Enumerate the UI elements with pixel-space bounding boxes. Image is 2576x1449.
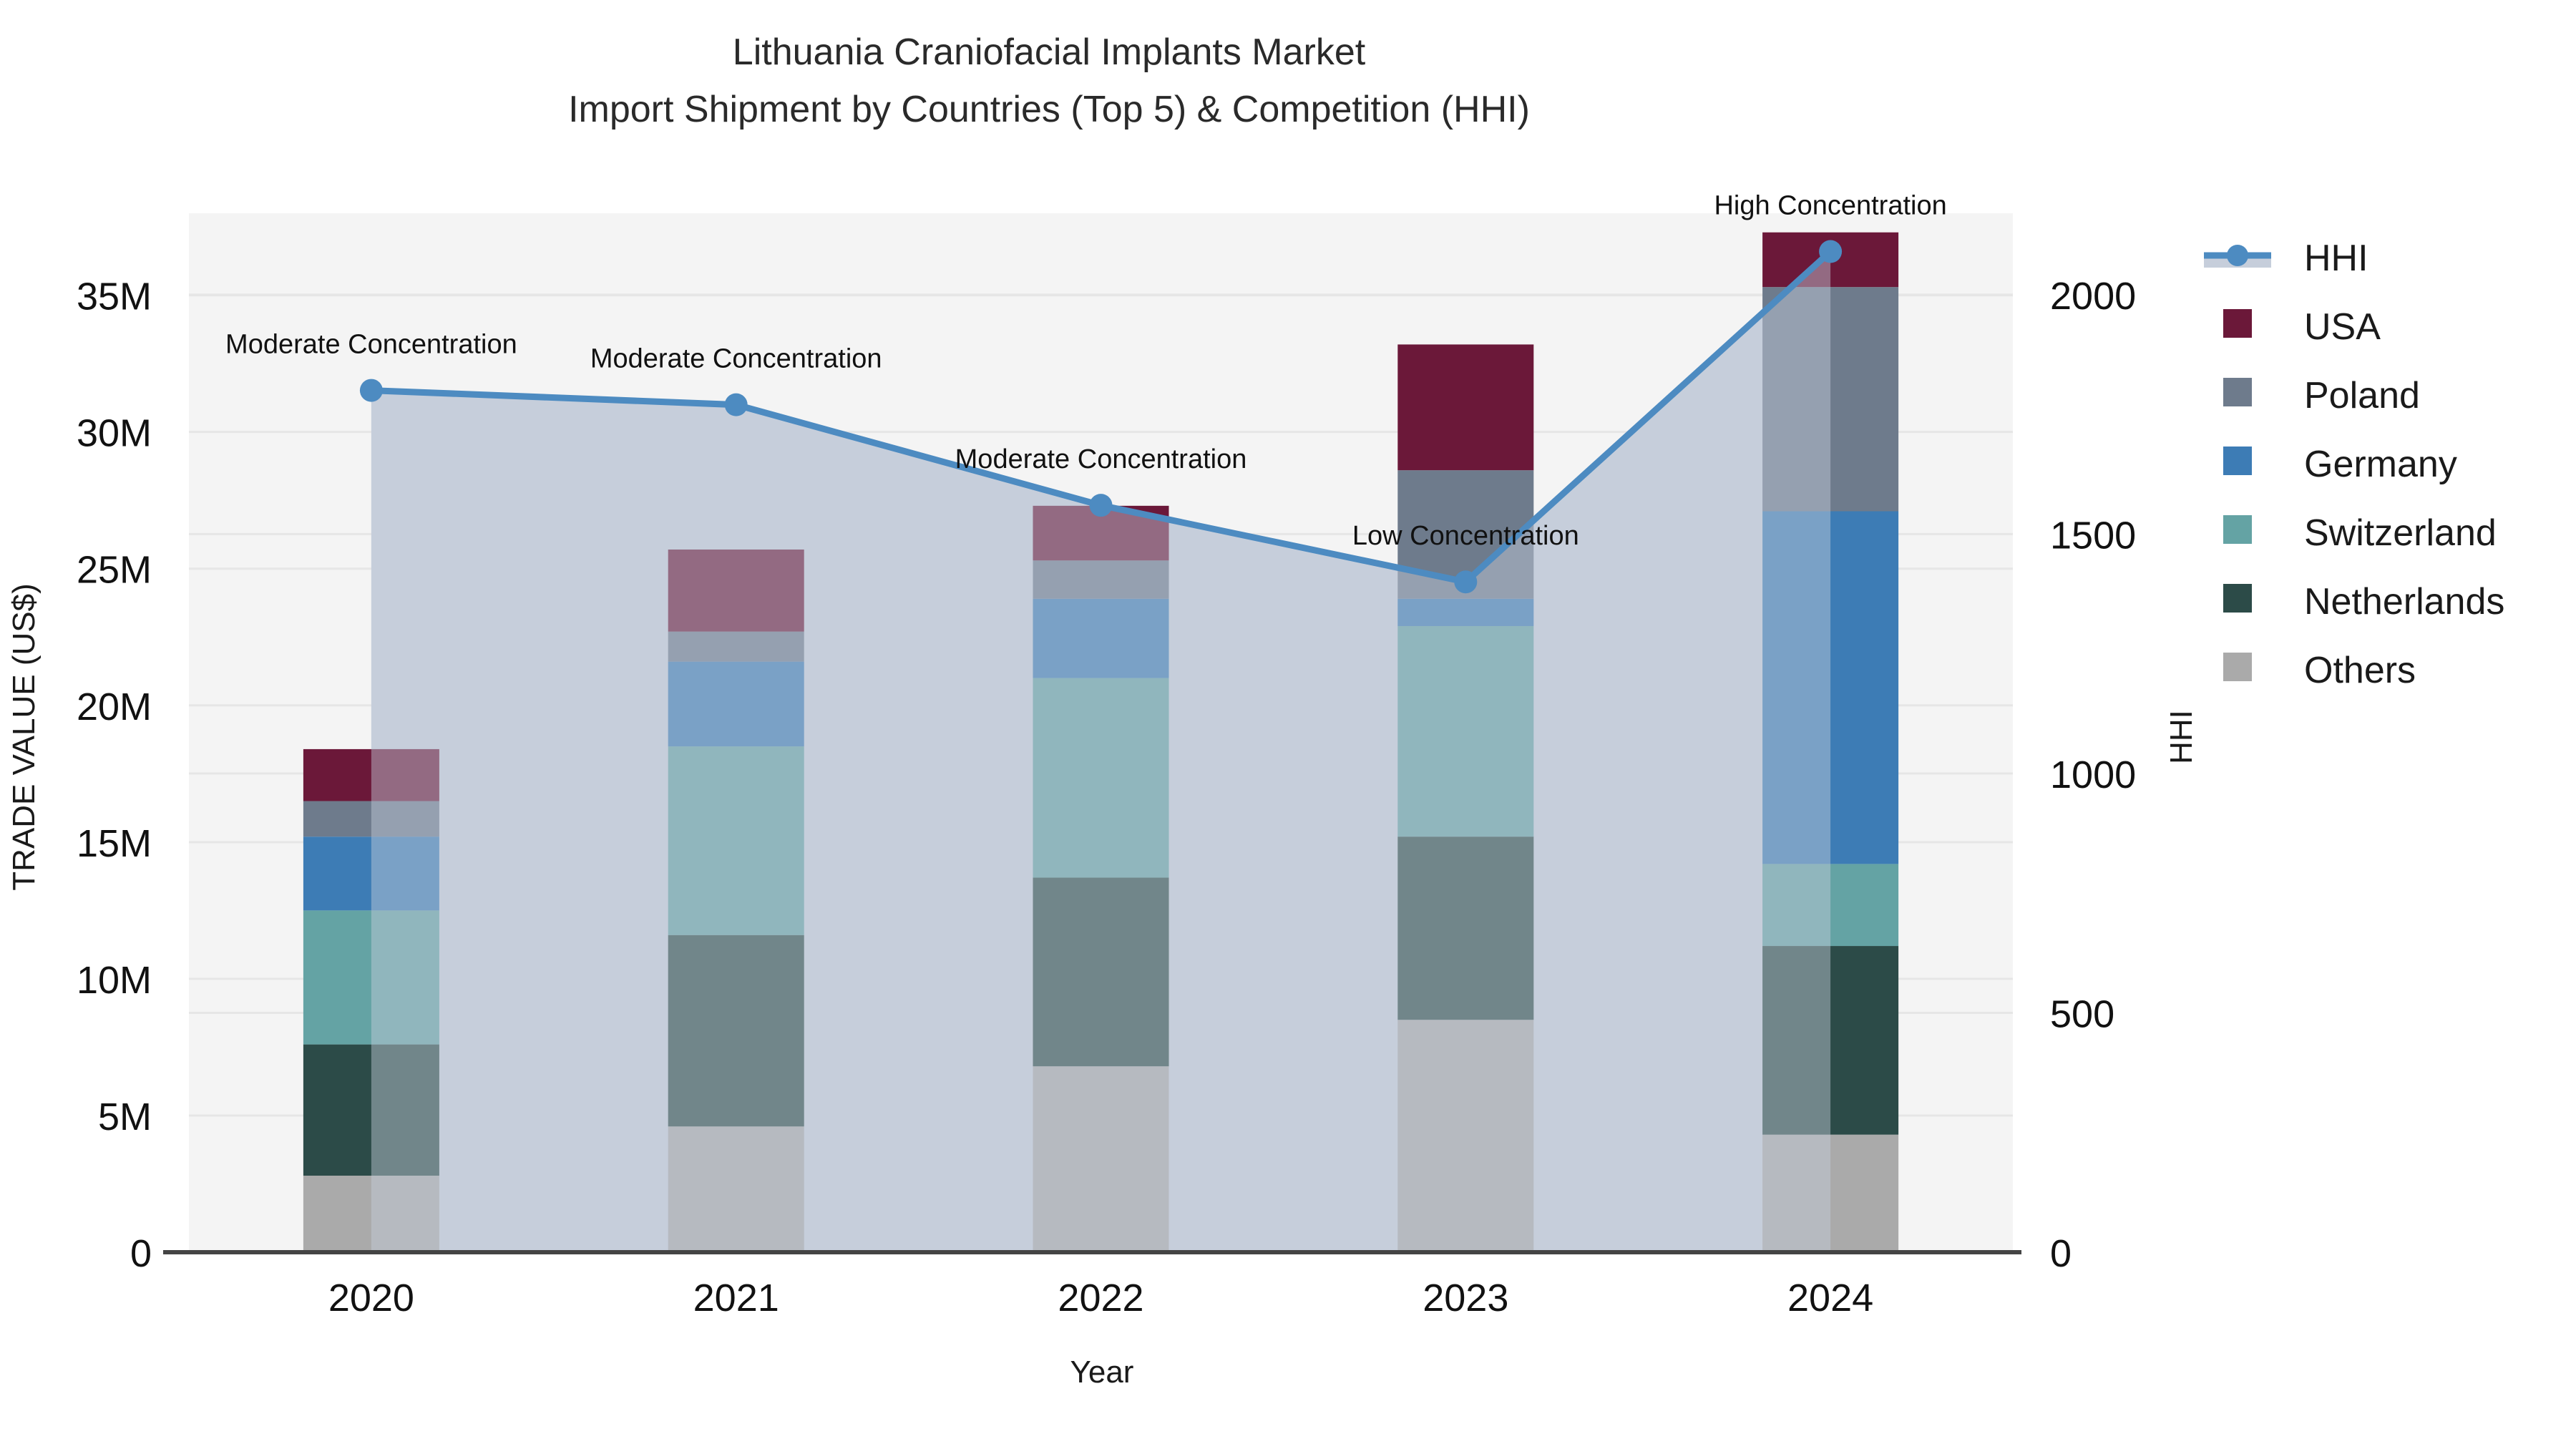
legend-label: USA [2304, 306, 2381, 348]
bar-segment-netherlands[interactable] [1762, 946, 1899, 1135]
bar-segment-poland[interactable] [1762, 287, 1899, 512]
y2-tick-0: 0 [2050, 1232, 2072, 1275]
legend-item-poland[interactable]: Poland [2223, 375, 2420, 416]
hhi-point-2023[interactable] [1454, 570, 1478, 594]
bar-segment-switzerland[interactable] [1762, 864, 1899, 947]
legend-label: Poland [2304, 375, 2420, 416]
bar-segment-others[interactable] [1762, 1134, 1899, 1252]
legend-item-hhi[interactable]: HHI [2204, 238, 2368, 279]
y-tick-10M: 10M [77, 959, 152, 1002]
x-axis-label: Year [1070, 1355, 1134, 1390]
hhi-area-overlay [371, 251, 1831, 1252]
bar-segment-usa[interactable] [1397, 344, 1534, 471]
y2-tick-1000: 1000 [2050, 753, 2136, 796]
annotation-2020: Moderate Concentration [225, 330, 517, 360]
bar-segment-germany[interactable] [1033, 598, 1169, 678]
y-tick-15M: 15M [77, 822, 152, 865]
bar-segment-others[interactable] [1397, 1020, 1534, 1252]
bar-segment-usa[interactable] [303, 748, 439, 801]
chart-subtitle: Import Shipment by Countries (Top 5) & C… [568, 89, 1530, 130]
bar-stack[interactable] [303, 748, 439, 1252]
bar-segment-netherlands[interactable] [1033, 877, 1169, 1067]
bar-segment-others[interactable] [303, 1176, 439, 1252]
bar-segment-poland[interactable] [1033, 560, 1169, 599]
y2-axis-label: HHI [2164, 710, 2199, 764]
bar-stack[interactable] [1762, 232, 1899, 1252]
bar-segment-netherlands[interactable] [1397, 836, 1534, 1020]
y-tick-25M: 25M [77, 549, 152, 592]
bar-segment-germany[interactable] [1397, 598, 1534, 626]
y-tick-30M: 30M [77, 412, 152, 455]
legend-swatch [2223, 447, 2252, 475]
hhi-point-2024[interactable] [1819, 240, 1843, 263]
legend-item-netherlands[interactable]: Netherlands [2223, 581, 2504, 623]
hhi-point-2020[interactable] [359, 379, 383, 402]
stacked-bars[interactable] [303, 232, 1899, 1252]
hhi-area-overlay-path [371, 251, 1831, 1252]
bar-segment-germany[interactable] [303, 836, 439, 911]
annotation-2023: Low Concentration [1352, 521, 1579, 551]
legend-item-germany[interactable]: Germany [2223, 444, 2457, 485]
hhi-line[interactable] [359, 240, 1843, 594]
y-tick-0: 0 [130, 1232, 152, 1275]
y2-tick-1500: 1500 [2050, 514, 2136, 557]
bar-stack[interactable] [1397, 344, 1534, 1252]
y-tick-20M: 20M [77, 686, 152, 728]
y-axis-ticks: 0 5M 10M 15M 20M 25M 30M 35M [77, 275, 152, 1275]
legend-swatch [2223, 309, 2252, 338]
legend-swatch [2223, 653, 2252, 681]
legend-label: Others [2304, 650, 2416, 691]
legend-item-others[interactable]: Others [2223, 650, 2416, 691]
chart-title: Lithuania Craniofacial Implants Market [733, 31, 1366, 73]
bar-segment-usa[interactable] [668, 549, 804, 632]
bar-segment-netherlands[interactable] [303, 1044, 439, 1176]
x-tick-2022[interactable]: 2022 [1058, 1277, 1143, 1319]
bar-stack[interactable] [1033, 505, 1169, 1252]
x-tick-2023[interactable]: 2023 [1423, 1277, 1508, 1319]
y2-tick-500: 500 [2050, 992, 2114, 1035]
legend-hhi-marker-dot [2227, 245, 2248, 266]
bar-segment-others[interactable] [1033, 1066, 1169, 1252]
annotation-2021: Moderate Concentration [590, 344, 882, 374]
legend[interactable]: HHI USA Poland Germany Switzerland Netherland… [2204, 238, 2504, 691]
y-tick-5M: 5M [98, 1096, 152, 1138]
annotation-2024: High Concentration [1714, 191, 1946, 221]
legend-swatch [2223, 515, 2252, 544]
bar-segment-poland[interactable] [668, 631, 804, 662]
x-tick-2021[interactable]: 2021 [693, 1277, 779, 1319]
annotation-2022: Moderate Concentration [955, 444, 1247, 474]
bar-segment-switzerland[interactable] [303, 910, 439, 1045]
y-tick-35M: 35M [77, 275, 152, 318]
x-tick-2020[interactable]: 2020 [328, 1277, 414, 1319]
y-axis-label: TRADE VALUE (US$) [6, 583, 42, 891]
bar-segment-poland[interactable] [303, 801, 439, 837]
hhi-point-2021[interactable] [724, 393, 748, 416]
hhi-point-2022[interactable] [1089, 494, 1113, 517]
legend-label: Netherlands [2304, 581, 2504, 623]
bar-segment-switzerland[interactable] [668, 746, 804, 935]
x-tick-2024[interactable]: 2024 [1787, 1277, 1873, 1319]
bar-segment-netherlands[interactable] [668, 935, 804, 1127]
hhi-annotations: Moderate Concentration Moderate Concentra… [225, 191, 1947, 552]
x-axis-ticks[interactable]: 2020 2021 2022 2023 2024 [328, 1277, 1873, 1319]
legend-item-usa[interactable]: USA [2223, 306, 2381, 348]
bar-segment-switzerland[interactable] [1033, 678, 1169, 878]
legend-label: Germany [2304, 444, 2457, 485]
legend-label: HHI [2304, 238, 2368, 279]
bar-segment-switzerland[interactable] [1397, 625, 1534, 837]
bar-segment-germany[interactable] [1762, 511, 1899, 864]
bar-segment-others[interactable] [668, 1126, 804, 1252]
legend-label: Switzerland [2304, 512, 2497, 554]
legend-swatch [2223, 584, 2252, 613]
bar-segment-germany[interactable] [668, 661, 804, 747]
legend-swatch [2223, 378, 2252, 406]
y2-tick-2000: 2000 [2050, 275, 2136, 318]
legend-item-switzerland[interactable]: Switzerland [2223, 512, 2497, 554]
bar-stack[interactable] [668, 549, 804, 1252]
y2-axis-ticks: 0 500 1000 1500 2000 [2050, 275, 2136, 1275]
